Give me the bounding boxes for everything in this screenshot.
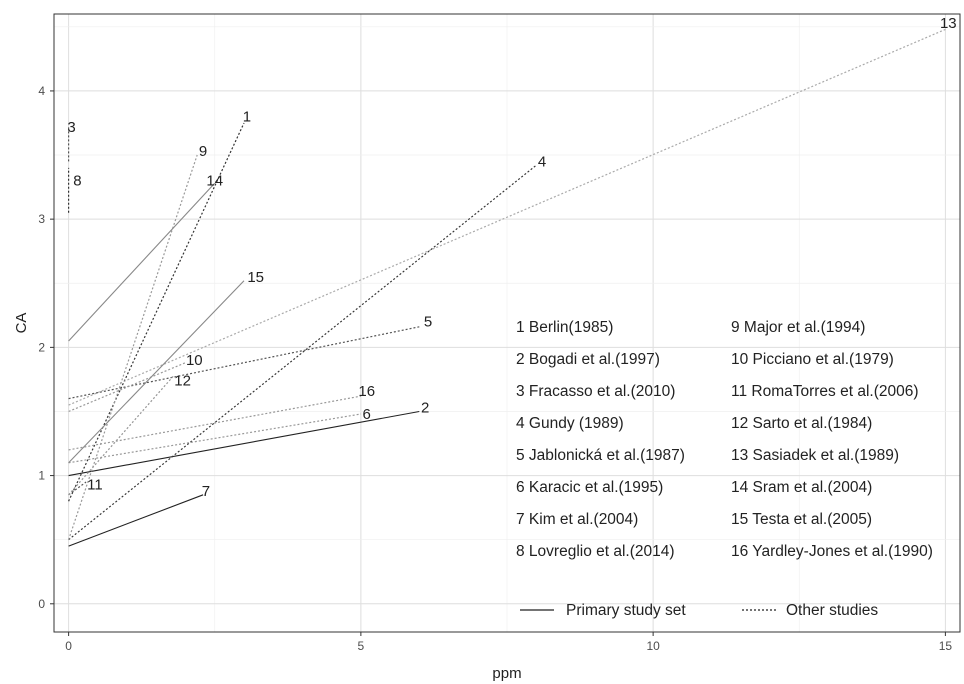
series-label-2: 2: [421, 400, 429, 417]
x-tick-label: 5: [358, 639, 365, 653]
legend-study-10: 10 Picciano et al.(1979): [731, 351, 894, 368]
series-label-4: 4: [538, 153, 546, 170]
series-line-12: [68, 375, 175, 496]
legend-label-other: Other studies: [786, 602, 878, 619]
legend-study-7: 7 Kim et al.(2004): [516, 511, 638, 528]
series-layer: [67, 28, 946, 547]
x-tick-label: 10: [646, 639, 660, 653]
legend-study-2: 2 Bogadi et al.(1997): [516, 351, 660, 368]
series-line-15: [68, 280, 245, 464]
series-label-9: 9: [199, 143, 207, 160]
series-line-14: [68, 182, 216, 342]
series-label-6: 6: [363, 406, 371, 423]
legend-study-9: 9 Major et al.(1994): [731, 319, 865, 336]
legend-study-16: 16 Yardley-Jones et al.(1990): [731, 543, 933, 560]
series-line-10: [68, 362, 186, 413]
y-tick-label: 2: [38, 340, 45, 354]
legend-study-8: 8 Lovreglio et al.(2014): [516, 543, 675, 560]
y-tick-label: 3: [38, 212, 45, 226]
legend-study-4: 4 Gundy (1989): [516, 415, 624, 432]
y-axis: 0 1 2 3 4: [38, 84, 54, 611]
legend: 1 Berlin(1985) 2 Bogadi et al.(1997) 3 Fra…: [516, 319, 933, 619]
series-label-14: 14: [206, 173, 223, 190]
series-label-15: 15: [247, 269, 264, 286]
legend-study-15: 15 Testa et al.(2005): [731, 511, 872, 528]
y-tick-label: 0: [38, 597, 45, 611]
y-axis-label: CA: [13, 313, 30, 334]
series-line-7: [68, 494, 204, 547]
panel-border: [53, 13, 961, 633]
legend-study-6: 6 Karacic et al.(1995): [516, 479, 663, 496]
series-label-1: 1: [243, 109, 251, 126]
series-label-8: 8: [73, 173, 81, 190]
series-label-10: 10: [186, 352, 203, 369]
legend-study-5: 5 Jablonická et al.(1987): [516, 447, 685, 464]
y-tick-label: 4: [38, 84, 45, 98]
legend-study-14: 14 Sram et al.(2004): [731, 479, 872, 496]
legend-study-13: 13 Sasiadek et al.(1989): [731, 447, 899, 464]
legend-study-11: 11 RomaTorres et al.(2006): [731, 383, 919, 400]
legend-study-12: 12 Sarto et al.(1984): [731, 415, 872, 432]
series-label-7: 7: [202, 483, 210, 500]
series-line-16: [68, 395, 362, 451]
legend-study-1: 1 Berlin(1985): [516, 319, 613, 336]
x-axis-label: ppm: [492, 665, 521, 682]
series-label-3: 3: [67, 119, 75, 136]
x-tick-label: 15: [939, 639, 953, 653]
series-label-13: 13: [940, 15, 957, 32]
y-tick-label: 1: [38, 469, 45, 483]
x-axis: 0 5 10 15: [65, 632, 952, 653]
x-tick-label: 0: [65, 639, 72, 653]
series-line-1: [68, 122, 245, 502]
series-line-6: [68, 413, 361, 464]
series-label-5: 5: [424, 314, 432, 331]
series-label-12: 12: [174, 373, 191, 390]
series-line-2: [68, 410, 420, 477]
series-label-16: 16: [358, 383, 375, 400]
series-label-11: 11: [87, 477, 103, 494]
series-line-13: [68, 28, 946, 406]
legend-label-primary: Primary study set: [566, 602, 686, 619]
legend-study-3: 3 Fracasso et al.(2010): [516, 383, 675, 400]
grid: [54, 14, 960, 632]
